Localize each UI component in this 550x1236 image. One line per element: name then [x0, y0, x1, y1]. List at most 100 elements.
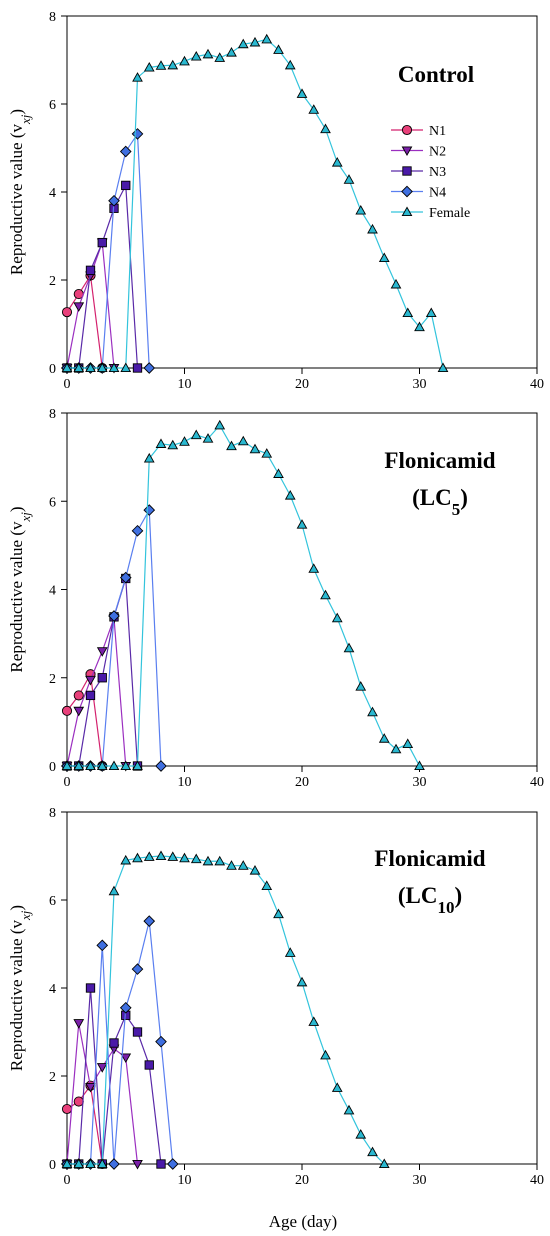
data-point-female: [296, 519, 308, 529]
data-point-female: [214, 52, 226, 62]
data-point-female: [261, 448, 273, 458]
data-point-female: [226, 860, 237, 870]
data-point-female: [355, 1129, 367, 1139]
data-point-female: [378, 252, 390, 263]
data-point-female: [273, 44, 284, 54]
data-point-female: [367, 1146, 378, 1157]
data-point-female: [237, 435, 249, 446]
data-point-female: [96, 760, 108, 771]
data-point-n3: [85, 983, 96, 993]
data-point-n4: [131, 524, 144, 537]
data-point-female: [155, 438, 167, 448]
data-point-female: [355, 681, 367, 691]
legend-marker: [401, 206, 413, 217]
x-tick-label: 40: [530, 1173, 544, 1188]
data-point-female: [414, 321, 425, 332]
data-point-female: [226, 440, 237, 451]
legend-item-n3: N3: [391, 165, 446, 180]
panel-title: Flonicamid: [384, 448, 495, 473]
y-tick-label: 6: [49, 894, 56, 909]
x-tick-label: 10: [178, 775, 192, 790]
y-tick-label: 0: [49, 362, 56, 377]
legend-item-female: Female: [391, 206, 470, 221]
data-point-n2: [73, 302, 85, 312]
data-point-female: [143, 61, 155, 72]
y-tick-label: 2: [49, 672, 56, 687]
data-point-female: [85, 362, 96, 373]
data-point-female: [296, 88, 308, 98]
data-point-female: [331, 1082, 343, 1092]
data-point-n4: [108, 1158, 120, 1170]
data-point-female: [425, 307, 437, 318]
data-point-n3: [132, 1027, 143, 1037]
data-point-n4: [131, 128, 144, 140]
data-point-female: [320, 589, 331, 600]
series-female-line: [67, 855, 385, 1165]
data-point-female: [61, 760, 73, 771]
x-tick-label: 10: [178, 377, 192, 392]
legend-marker: [401, 146, 413, 157]
legend-marker: [401, 185, 413, 198]
series-n2-line: [66, 617, 127, 767]
legend-item-n1: N1: [391, 124, 446, 139]
series-n4: [61, 128, 156, 374]
data-point-n4: [143, 504, 156, 516]
data-point-female: [249, 36, 261, 47]
data-point-n4: [155, 760, 167, 772]
y-tick-label: 6: [49, 98, 56, 113]
data-point-n4: [108, 610, 120, 622]
data-point-n2: [73, 1019, 85, 1029]
data-point-n2: [85, 1082, 96, 1093]
data-point-female: [96, 362, 108, 373]
chart-panel-1: 0 10 20 30 40 0 2 4 6 8 Reproductive value (vxj) Co…: [7, 10, 544, 392]
series-n4-line: [67, 507, 162, 767]
x-tick-label: 0: [64, 775, 71, 790]
data-point-n3: [121, 180, 131, 191]
data-point-female: [190, 853, 202, 864]
data-point-n3: [132, 363, 143, 373]
data-point-n3: [156, 1159, 166, 1169]
series-n1-line: [66, 1084, 103, 1165]
series-n2-line: [66, 1023, 139, 1165]
data-point-female: [143, 851, 155, 861]
legend-label: Female: [429, 206, 470, 221]
data-point-female: [214, 419, 226, 430]
y-tick-label: 0: [49, 1158, 56, 1173]
data-point-female: [202, 433, 214, 443]
y-axis-label: Reproductive value (vxj): [7, 506, 33, 672]
y-tick-label: 0: [49, 760, 56, 775]
data-point-female: [437, 362, 449, 373]
data-point-female: [273, 908, 284, 919]
data-point-n2: [73, 706, 85, 717]
data-point-female: [132, 72, 143, 82]
panel-title: Flonicamid: [374, 846, 485, 871]
chart-panel-3: 0 10 20 30 40 0 2 4 6 8 Reproductive value (vxj) Fl…: [7, 806, 544, 1188]
data-point-n3: [144, 1060, 154, 1070]
data-point-n2: [132, 1159, 143, 1170]
series-n2: [61, 1019, 143, 1170]
data-point-female: [390, 278, 402, 289]
y-tick-label: 8: [49, 10, 56, 25]
x-tick-label: 20: [295, 1173, 309, 1188]
y-tick-label: 4: [49, 186, 56, 201]
y-tick-label: 4: [49, 584, 56, 599]
data-point-female: [108, 760, 120, 771]
data-point-female: [414, 760, 425, 771]
y-tick-label: 4: [49, 982, 56, 997]
data-point-female: [167, 439, 179, 450]
y-tick-label: 8: [49, 806, 56, 821]
x-tick-label: 10: [178, 1173, 192, 1188]
x-axis-label: Age (day): [269, 1212, 337, 1231]
panel-subtitle: (LC5): [412, 485, 468, 519]
data-point-female: [390, 743, 402, 754]
data-point-n4: [131, 963, 144, 975]
data-point-n3: [85, 265, 96, 275]
data-point-n1: [61, 1103, 73, 1115]
data-point-female: [249, 443, 261, 454]
data-point-female: [73, 362, 85, 373]
data-point-female: [202, 48, 214, 59]
data-point-female: [355, 204, 367, 215]
chart-panel-2: 0 10 20 30 40 0 2 4 6 8 Reproductive value (vxj) Fl…: [7, 407, 544, 790]
series-female: [61, 850, 390, 1169]
data-point-female: [179, 852, 190, 863]
